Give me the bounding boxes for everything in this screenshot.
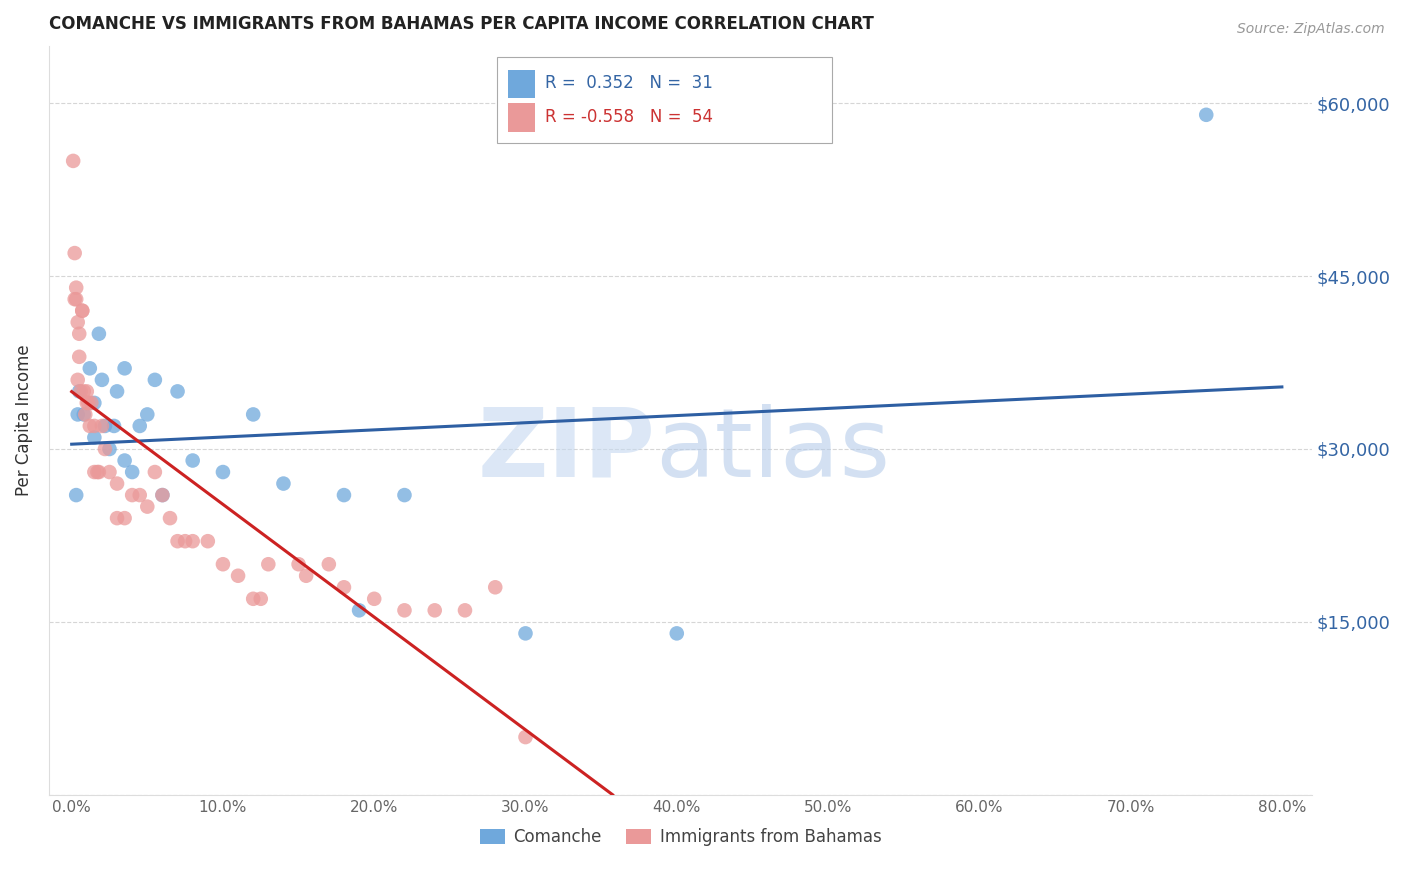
Point [83, 430, 105, 444]
Bar [508, 103, 536, 132]
Point [159, 511, 181, 525]
Point [75, 408, 97, 422]
Point [423, 603, 446, 617]
Point [69, 384, 91, 399]
Point [94, 419, 117, 434]
Point [73, 408, 96, 422]
Point [114, 511, 136, 525]
Text: R =  0.352   N =  31: R = 0.352 N = 31 [546, 74, 713, 92]
Point [197, 534, 219, 549]
Point [103, 419, 125, 434]
Point [76, 396, 98, 410]
Point [454, 603, 477, 617]
Point [484, 580, 506, 594]
Point [363, 591, 385, 606]
Point [333, 580, 356, 594]
Point [333, 488, 356, 502]
Point [166, 534, 188, 549]
Point [665, 626, 688, 640]
Point [181, 453, 204, 467]
Point [105, 511, 128, 525]
Point [67, 350, 90, 364]
Point [67, 384, 90, 399]
Point [242, 591, 264, 606]
Bar [508, 70, 536, 98]
Point [79, 361, 101, 376]
Point [98, 442, 121, 456]
Point [212, 465, 235, 479]
Point [347, 603, 370, 617]
Point [65, 292, 87, 306]
Point [295, 568, 318, 582]
Point [242, 408, 264, 422]
Point [66, 373, 89, 387]
Point [98, 465, 121, 479]
Text: Source: ZipAtlas.com: Source: ZipAtlas.com [1237, 22, 1385, 37]
Point [86, 465, 108, 479]
Point [79, 419, 101, 434]
Point [67, 326, 90, 341]
Point [66, 315, 89, 329]
Point [63, 246, 86, 260]
Point [114, 453, 136, 467]
Point [515, 730, 537, 744]
Point [65, 488, 87, 502]
Text: ZIP: ZIP [478, 404, 655, 497]
Point [136, 408, 159, 422]
Text: atlas: atlas [655, 404, 890, 497]
Point [77, 396, 100, 410]
Point [72, 303, 94, 318]
Point [128, 488, 150, 502]
Point [90, 373, 112, 387]
Point [394, 603, 416, 617]
Point [83, 465, 105, 479]
Point [287, 558, 309, 572]
Legend: Comanche, Immigrants from Bahamas: Comanche, Immigrants from Bahamas [479, 829, 882, 847]
Point [73, 384, 96, 399]
Point [152, 488, 174, 502]
Text: COMANCHE VS IMMIGRANTS FROM BAHAMAS PER CAPITA INCOME CORRELATION CHART: COMANCHE VS IMMIGRANTS FROM BAHAMAS PER … [49, 15, 875, 33]
Bar [498, 57, 832, 143]
Point [226, 568, 249, 582]
Text: R = -0.558   N =  54: R = -0.558 N = 54 [546, 108, 713, 126]
Point [174, 534, 197, 549]
Point [105, 476, 128, 491]
Point [394, 488, 416, 502]
Point [515, 626, 537, 640]
Point [62, 153, 84, 168]
Point [143, 465, 166, 479]
Point [212, 558, 235, 572]
Point [1195, 108, 1218, 122]
Point [114, 361, 136, 376]
Point [94, 442, 117, 456]
Point [181, 534, 204, 549]
Point [121, 488, 143, 502]
Point [66, 408, 89, 422]
Point [121, 465, 143, 479]
Point [87, 465, 110, 479]
Point [63, 292, 86, 306]
Point [128, 419, 150, 434]
Point [249, 591, 271, 606]
Point [257, 558, 280, 572]
Point [105, 384, 128, 399]
Point [318, 558, 340, 572]
Point [166, 384, 188, 399]
Point [76, 384, 98, 399]
Point [143, 373, 166, 387]
Point [152, 488, 174, 502]
Point [80, 396, 103, 410]
Point [83, 396, 105, 410]
Point [72, 303, 94, 318]
Point [87, 326, 110, 341]
Point [65, 280, 87, 294]
Point [273, 476, 295, 491]
Point [90, 419, 112, 434]
Point [136, 500, 159, 514]
Point [83, 419, 105, 434]
Y-axis label: Per Capita Income: Per Capita Income [15, 344, 32, 496]
